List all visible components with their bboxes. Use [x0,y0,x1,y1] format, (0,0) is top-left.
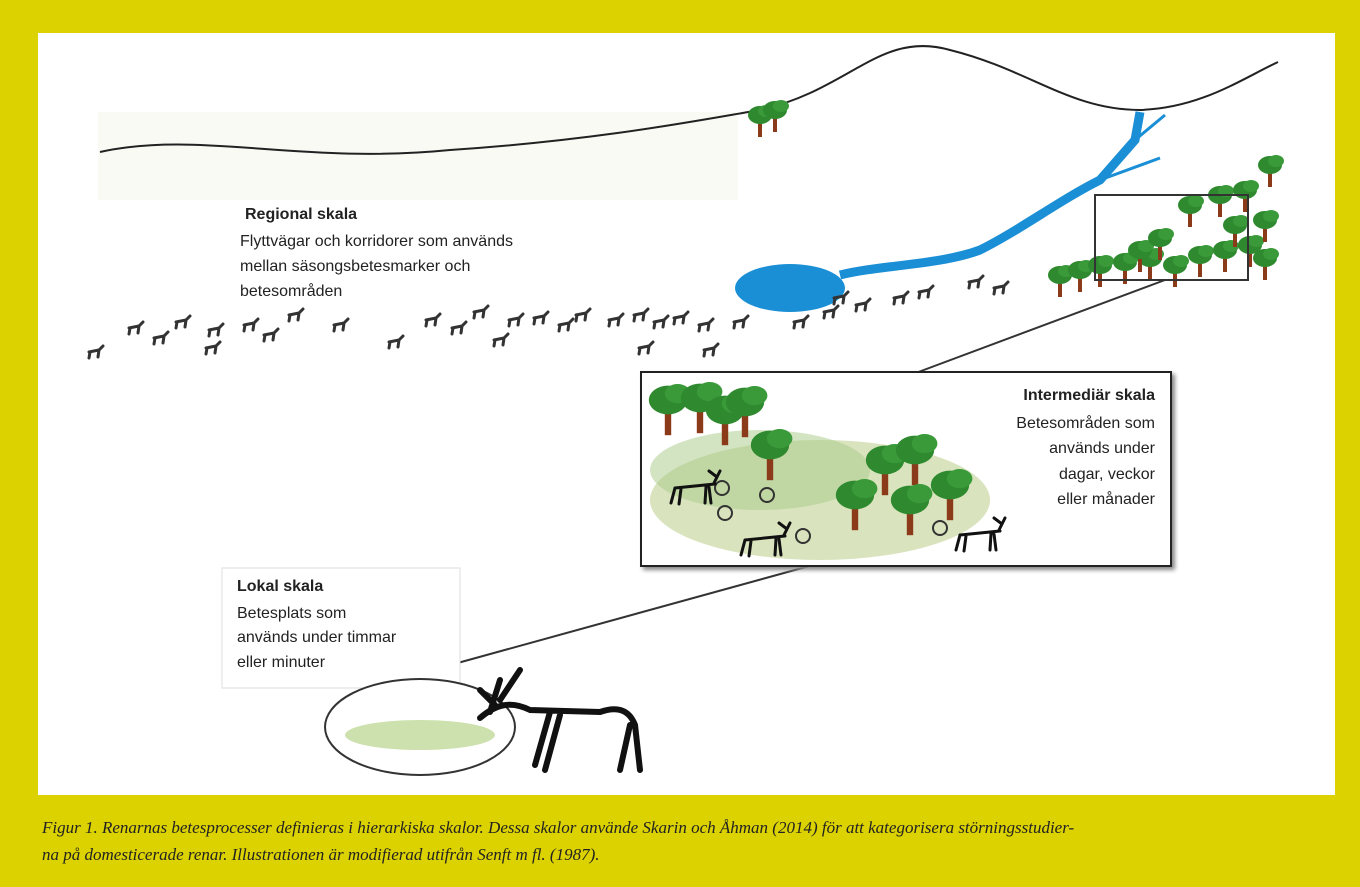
page: Regional skala Flyttvägar och korridorer… [0,0,1360,887]
local-text: Betesplats som [237,605,346,622]
intermediate-text: Betesområden som [1016,414,1155,432]
crown [1198,245,1214,257]
local-text: eller minuter [237,654,326,671]
intermediate-text: används under [1049,440,1156,457]
caption: na på domesticerade renar. Illustratione… [42,845,600,864]
caption: Figur 1. Renarnas betesprocesser definie… [41,818,1074,837]
crown [947,469,973,488]
intermediate-text: dagar, veckor [1059,466,1156,483]
crown [912,434,938,453]
intermediate-title: Intermediär skala [1023,387,1155,404]
crown [907,484,933,503]
crown [1188,195,1204,207]
crown [773,100,789,112]
regional-text: betesområden [240,282,342,300]
crown [1173,255,1189,267]
crown [1263,248,1279,260]
regional-text: mellan säsongsbetesmarker och [240,258,470,275]
crown [1263,210,1279,222]
crown [1098,255,1114,267]
crown [1248,235,1264,247]
local-text: används under timmar [237,629,397,646]
crown [742,386,768,405]
crown [852,479,878,498]
crown [1158,228,1174,240]
crown [767,429,793,448]
crown [1268,155,1284,167]
local-title: Lokal skala [237,578,323,595]
intermediate-text: eller månader [1057,490,1156,508]
crown [1243,180,1259,192]
figure: Regional skala Flyttvägar och korridorer… [0,0,1360,887]
lake [735,264,845,312]
regional-text: Flyttvägar och korridorer som används [240,233,513,250]
band [98,112,738,200]
crown [1233,215,1249,227]
meadow [345,720,495,750]
regional-title: Regional skala [245,206,357,223]
